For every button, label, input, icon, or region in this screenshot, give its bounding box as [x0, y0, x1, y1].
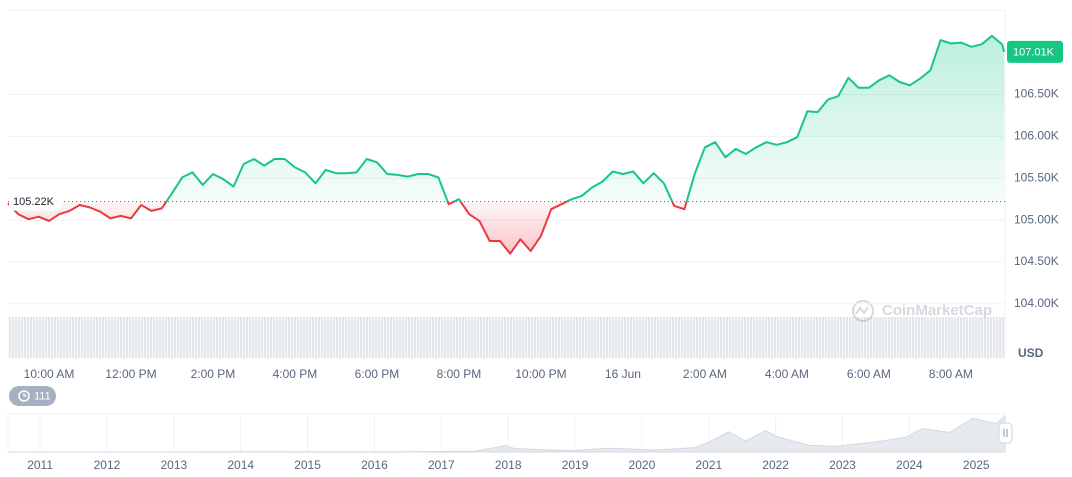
baseline-label: 105.22K	[13, 196, 55, 208]
navigator-year-label: 2019	[562, 458, 589, 472]
y-tick-label: 106.50K	[1014, 87, 1059, 101]
navigator-year-label: 2011	[27, 458, 53, 472]
history-badge[interactable]: 111	[9, 386, 56, 406]
y-axis-unit: USD	[1018, 346, 1044, 360]
navigator-year-label: 2017	[428, 458, 455, 472]
x-tick-label: 2:00 AM	[683, 367, 727, 381]
navigator-year-label: 2021	[695, 458, 722, 472]
x-tick-label: 10:00 PM	[515, 367, 566, 381]
navigator-area	[8, 414, 1006, 453]
y-tick-label: 105.50K	[1014, 170, 1059, 184]
navigator-year-label: 2015	[294, 458, 321, 472]
x-tick-label: 8:00 PM	[437, 367, 482, 381]
navigator-year-label: 2023	[829, 458, 856, 472]
x-tick-label: 8:00 AM	[929, 367, 973, 381]
navigator-year-label: 2022	[762, 458, 789, 472]
price-area	[8, 35, 1005, 254]
watermark: CoinMarketCap	[852, 300, 992, 322]
volume-band	[8, 317, 1005, 358]
navigator-year-label: 2014	[227, 458, 254, 472]
navigator-year-label: 2018	[495, 458, 522, 472]
navigator-year-label: 2012	[94, 458, 121, 472]
x-tick-label: 12:00 PM	[105, 367, 156, 381]
navigator-year-label: 2016	[361, 458, 388, 472]
x-tick-label: 6:00 AM	[847, 367, 891, 381]
y-tick-label: 106.00K	[1014, 129, 1059, 143]
navigator-year-label: 2025	[963, 458, 990, 472]
navigator-year-label: 2024	[896, 458, 923, 472]
price-tag	[1007, 40, 1063, 63]
watermark-text: CoinMarketCap	[882, 302, 992, 319]
navigator-handle[interactable]	[998, 422, 1013, 444]
navigator-year-label: 2013	[160, 458, 187, 472]
x-tick-label: 10:00 AM	[24, 367, 75, 381]
x-tick-label: 2:00 PM	[191, 367, 236, 381]
x-tick-label: 6:00 PM	[355, 367, 400, 381]
handle-body	[998, 422, 1013, 444]
y-tick-label: 104.50K	[1014, 254, 1059, 268]
y-tick-label: 105.00K	[1014, 212, 1059, 226]
badge-count: 111	[34, 390, 51, 402]
x-tick-label: 4:00 PM	[273, 367, 318, 381]
baseline-label-box	[9, 192, 61, 211]
price-line	[7, 34, 1006, 255]
x-tick-label: 4:00 AM	[765, 367, 809, 381]
price-tag-label: 107.01K	[1013, 46, 1055, 58]
y-tick-label: 104.00K	[1014, 296, 1059, 310]
navigator-year-label: 2020	[629, 458, 656, 472]
x-tick-label: 16 Jun	[605, 367, 641, 381]
